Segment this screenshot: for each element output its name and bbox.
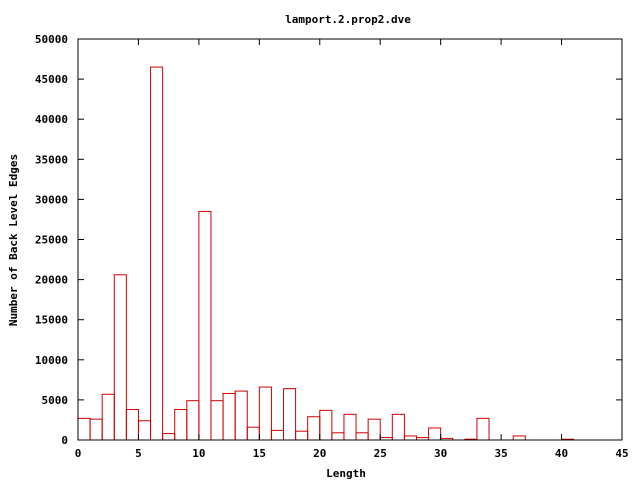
bar-27 <box>403 435 417 441</box>
plot-frame <box>77 38 623 441</box>
bar-8 <box>174 409 188 441</box>
y-tick-label-7: 35000 <box>35 153 68 166</box>
y-tick-label-4: 20000 <box>35 274 68 287</box>
x-tick-label-4: 20 <box>313 447 326 460</box>
x-tick-label-5: 25 <box>374 447 387 460</box>
bar-5 <box>137 420 152 441</box>
bar-19 <box>307 416 321 441</box>
y-tick-label-9: 45000 <box>35 73 68 86</box>
chart-title: lamport.2.prop2.dve <box>285 13 411 26</box>
x-tick-label-3: 15 <box>253 447 266 460</box>
bar-17 <box>283 388 297 441</box>
bar-9 <box>186 400 200 441</box>
bar-18 <box>295 430 309 441</box>
bar-23 <box>355 432 369 441</box>
bar-1 <box>89 418 103 441</box>
bar-29 <box>428 427 442 441</box>
y-tick-label-5: 25000 <box>35 234 68 247</box>
bar-4 <box>125 409 139 441</box>
bar-20 <box>319 409 333 441</box>
x-tick-label-2: 10 <box>192 447 205 460</box>
bar-16 <box>270 429 285 441</box>
x-tick-label-1: 5 <box>135 447 142 460</box>
bar-0 <box>77 417 91 441</box>
bar-12 <box>222 392 236 441</box>
x-tick-label-8: 40 <box>555 447 568 460</box>
bar-13 <box>234 390 248 441</box>
bar-15 <box>258 386 272 441</box>
bar-32 <box>476 417 490 441</box>
x-tick-label-7: 35 <box>494 447 507 460</box>
bar-3 <box>113 274 127 441</box>
bar-6 <box>150 66 164 441</box>
y-tick-label-1: 5000 <box>42 394 69 407</box>
x-tick-label-9: 45 <box>615 447 628 460</box>
x-tick-label-0: 0 <box>75 447 82 460</box>
bar-11 <box>210 400 224 441</box>
x-tick-label-6: 30 <box>434 447 447 460</box>
bar-24 <box>367 418 381 441</box>
x-axis-ticks: 0 5 10 15 20 25 30 35 40 45 <box>75 39 629 460</box>
y-axis-label: Number of Back Level Edges <box>7 154 20 326</box>
y-tick-label-2: 10000 <box>35 354 68 367</box>
y-tick-label-8: 40000 <box>35 113 68 126</box>
bar-26 <box>391 413 405 441</box>
x-axis-label: Length <box>326 467 366 480</box>
y-axis-ticks: 0 5000 10000 15000 20000 25000 30000 35000 40000… <box>35 33 622 447</box>
bar-21 <box>331 432 345 441</box>
bar-14 <box>246 426 260 441</box>
y-tick-label-10: 50000 <box>35 33 68 46</box>
bar-22 <box>343 413 357 441</box>
y-tick-label-3: 15000 <box>35 314 68 327</box>
y-tick-label-0: 0 <box>61 434 68 447</box>
bar-10 <box>198 210 212 441</box>
y-tick-label-6: 30000 <box>35 193 68 206</box>
bar-7 <box>162 433 176 441</box>
bar-2 <box>101 393 115 441</box>
bar-33 <box>512 435 526 441</box>
bars-group <box>77 66 575 441</box>
